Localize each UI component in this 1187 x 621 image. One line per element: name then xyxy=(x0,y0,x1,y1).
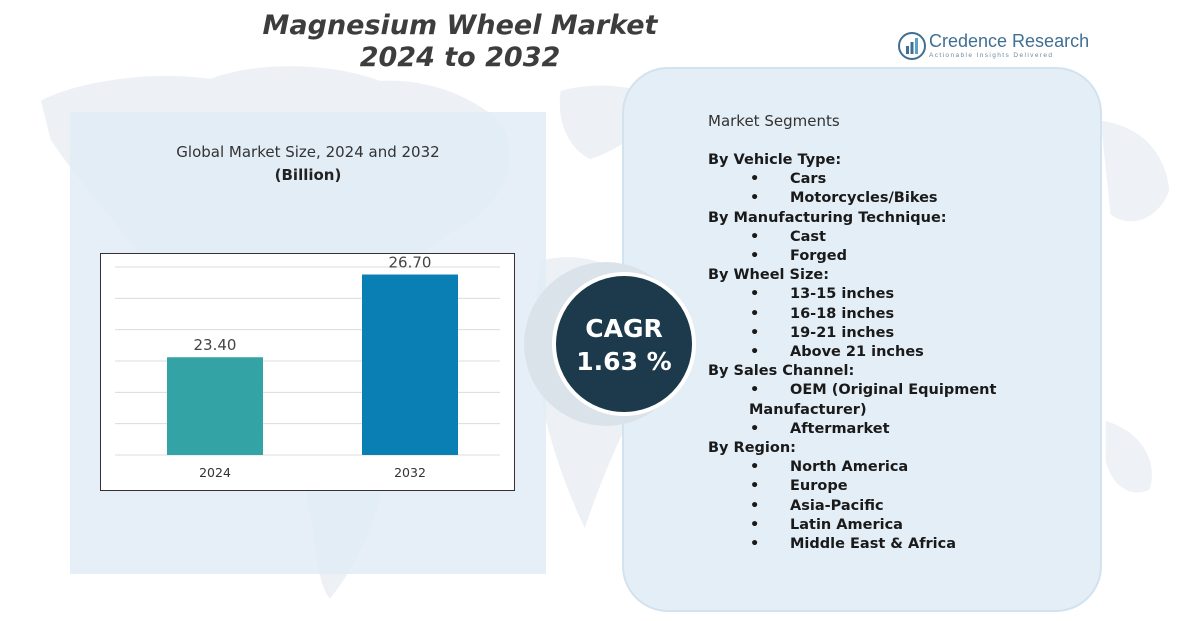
segment-item: • Above 21 inches xyxy=(708,343,1088,362)
bullet-icon: • xyxy=(750,248,760,265)
title-line-2: 2024 to 2032 xyxy=(359,42,561,73)
segment-item: • Europe xyxy=(708,477,1088,496)
segment-item-label: Europe xyxy=(790,478,848,495)
bullet-icon: • xyxy=(750,324,760,341)
segment-heading: By Vehicle Type: xyxy=(708,152,842,168)
bullet-icon: • xyxy=(750,305,760,322)
segment-heading: By Region: xyxy=(708,440,796,457)
bullet-icon: • xyxy=(750,478,760,495)
segment-item: • North America xyxy=(708,458,1088,477)
segment-item-label: North America xyxy=(790,459,909,476)
bullet-icon: • xyxy=(750,420,760,437)
segment-item: • 16-18 inches xyxy=(708,305,1088,324)
tick-label-2024: 2024 xyxy=(199,465,231,480)
segment-item-label: 13-15 inches xyxy=(790,286,895,303)
chart-bars: 23.40 2024 26.70 2032 xyxy=(167,254,458,480)
segment-item: • Forged xyxy=(708,247,1088,266)
segment-heading: By Manufacturing Technique: xyxy=(708,209,947,226)
bullet-icon: • xyxy=(750,344,760,361)
segment-item-label: Cast xyxy=(790,228,826,245)
brand-tagline: Actionable Insights Delivered xyxy=(929,52,1054,59)
brand-name: Credence Research xyxy=(929,31,1090,51)
segment-heading: By Wheel Size: xyxy=(708,267,830,284)
bullet-icon: • xyxy=(750,497,760,514)
bullet-icon: • xyxy=(750,190,760,207)
segment-item-label: Asia-Pacific xyxy=(790,497,884,514)
segment-item-label: Above 21 inches xyxy=(790,344,924,361)
market-segments-panel xyxy=(622,67,1102,612)
bar-chart: 23.40 2024 26.70 2032 xyxy=(100,253,515,491)
chart-title-block: Magnesium Wheel Market 2024 to 2032 xyxy=(230,10,690,74)
bullet-icon: • xyxy=(750,382,760,399)
cagr-value: 1.63 % xyxy=(576,347,672,376)
segment-item-label: Aftermarket xyxy=(790,420,890,437)
segment-item-label: 16-18 inches xyxy=(790,305,895,322)
segment-item: • Middle East & Africa xyxy=(708,535,1088,554)
segment-item: • 13-15 inches xyxy=(708,285,1088,304)
segment-item-label: Latin America xyxy=(790,516,903,533)
data-label-2032: 26.70 xyxy=(389,254,432,272)
brand-logo: Credence Research Actionable Insights De… xyxy=(898,30,1089,64)
bullet-icon: • xyxy=(750,286,760,303)
bullet-icon: • xyxy=(750,228,760,245)
segment-item-label: OEM (Original Equipment xyxy=(790,382,997,399)
segment-item-label: Cars xyxy=(790,171,827,188)
chart-subtitle: Global Market Size, 2024 and 2032 xyxy=(176,143,440,161)
bullet-icon: • xyxy=(750,459,760,476)
cagr-label: CAGR xyxy=(585,314,663,343)
bullet-icon: • xyxy=(750,171,760,188)
segment-item: • Latin America xyxy=(708,516,1088,535)
segments-list: By Vehicle Type: • Cars • Motorcycles/Bikes B… xyxy=(708,151,1088,554)
cagr-badge: CAGR 1.63 % xyxy=(552,272,696,416)
data-label-2024: 23.40 xyxy=(194,336,237,354)
segment-item: • 19-21 inches xyxy=(708,324,1088,343)
bullet-icon: • xyxy=(750,516,760,533)
segment-item-label: Forged xyxy=(790,248,848,265)
segment-item: • Aftermarket xyxy=(708,420,1088,439)
segment-item-label: Middle East & Africa xyxy=(790,536,957,553)
segment-item: • Motorcycles/Bikes xyxy=(708,189,1088,208)
segment-item: • OEM (Original Equipment Manufacturer) xyxy=(708,381,1088,419)
segment-item-label: 19-21 inches xyxy=(790,324,895,341)
segments-heading: Market Segments xyxy=(708,112,840,130)
segment-item-label-continued: Manufacturer) xyxy=(749,401,867,418)
segment-heading: By Sales Channel: xyxy=(708,363,855,380)
segment-item: • Asia-Pacific xyxy=(708,497,1088,516)
bar-2024 xyxy=(167,357,263,455)
chart-unit: (Billion) xyxy=(274,166,342,184)
tick-label-2032: 2032 xyxy=(394,465,426,480)
segment-item: • Cars xyxy=(708,170,1088,189)
bar-2032 xyxy=(362,274,458,455)
segment-item: • Cast xyxy=(708,228,1088,247)
bar-chart-globe-icon xyxy=(898,32,926,60)
bullet-icon: • xyxy=(750,536,760,553)
title-line-1: Magnesium Wheel Market xyxy=(262,10,658,41)
segment-item-label: Motorcycles/Bikes xyxy=(790,190,938,207)
